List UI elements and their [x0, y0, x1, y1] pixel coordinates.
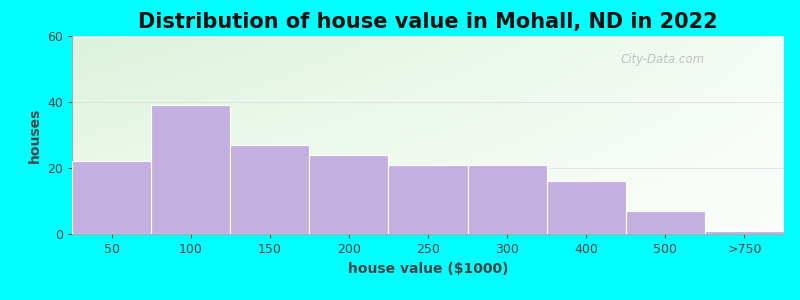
Y-axis label: houses: houses: [27, 107, 42, 163]
Bar: [705, 231, 784, 234]
Bar: [310, 155, 389, 234]
Bar: [151, 105, 230, 234]
X-axis label: house value ($1000): house value ($1000): [348, 262, 508, 276]
Bar: [389, 165, 467, 234]
Bar: [230, 145, 310, 234]
Title: Distribution of house value in Mohall, ND in 2022: Distribution of house value in Mohall, N…: [138, 12, 718, 32]
Bar: [467, 165, 546, 234]
Bar: [546, 181, 626, 234]
Bar: [626, 211, 705, 234]
Text: City-Data.com: City-Data.com: [621, 53, 705, 66]
Bar: [72, 161, 151, 234]
